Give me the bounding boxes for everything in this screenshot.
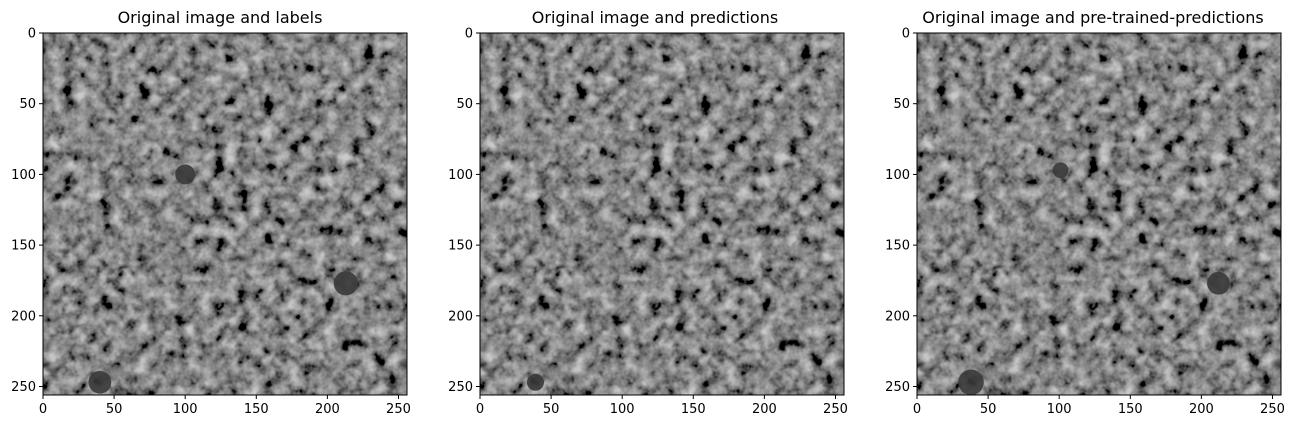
y-tick-label: 0 [902, 27, 910, 42]
y-tick-label: 0 [28, 27, 36, 42]
x-tick-label: 200 [1189, 402, 1214, 417]
axes-frame [916, 32, 1282, 396]
y-tick-label: 200 [448, 309, 473, 324]
panel-predictions: Original image and predictions 0 50 100 150… [437, 0, 857, 437]
y-tick-label: 100 [885, 168, 910, 183]
image-surface [917, 33, 1281, 395]
panel-pretrained: Original image and pre-trained-predictio… [874, 0, 1294, 437]
image-surface [43, 33, 407, 395]
crater-mark [333, 271, 358, 296]
y-tick-label: 100 [11, 168, 36, 183]
crater-mark [1052, 162, 1069, 178]
y-tick-label: 150 [885, 239, 910, 254]
panel-title: Original image and predictions [531, 8, 779, 27]
y-tick-label: 250 [448, 380, 473, 395]
x-tick-label: 100 [1047, 402, 1072, 417]
x-tick-label: 100 [610, 402, 635, 417]
x-tick-label: 200 [315, 402, 340, 417]
x-tick-label: 250 [386, 402, 411, 417]
x-tick-label: 100 [173, 402, 198, 417]
x-tick-label: 200 [752, 402, 777, 417]
image-surface [480, 33, 844, 395]
y-tick-label: 200 [11, 309, 36, 324]
y-tick-label: 0 [465, 27, 473, 42]
crater-mark [88, 370, 112, 394]
x-tick-label: 0 [476, 402, 484, 417]
crater-mark [526, 373, 544, 391]
crater-mark [958, 369, 984, 396]
y-tick-label: 150 [11, 239, 36, 254]
x-tick-label: 150 [681, 402, 706, 417]
panel-title: Original image and pre-trained-predictio… [922, 8, 1264, 27]
axes-frame [42, 32, 408, 396]
x-tick-label: 0 [913, 402, 921, 417]
x-tick-label: 0 [39, 402, 47, 417]
crater-mark [1207, 271, 1230, 295]
panel-title: Original image and labels [117, 8, 323, 27]
x-tick-label: 250 [823, 402, 848, 417]
panel-labels: Original image and labels 0 50 100 150 200 25… [0, 0, 420, 437]
y-tick-label: 200 [885, 309, 910, 324]
x-tick-label: 250 [1260, 402, 1285, 417]
y-tick-label: 50 [19, 97, 36, 112]
y-tick-label: 150 [448, 239, 473, 254]
y-tick-label: 50 [893, 97, 910, 112]
x-tick-label: 150 [1118, 402, 1143, 417]
y-tick-label: 100 [448, 168, 473, 183]
x-tick-label: 150 [244, 402, 269, 417]
y-tick-label: 250 [885, 380, 910, 395]
x-tick-label: 50 [980, 402, 997, 417]
y-tick-label: 250 [11, 380, 36, 395]
x-tick-label: 50 [106, 402, 123, 417]
crater-mark [175, 164, 196, 185]
axes-frame [479, 32, 845, 396]
x-tick-label: 50 [543, 402, 560, 417]
y-tick-label: 50 [456, 97, 473, 112]
